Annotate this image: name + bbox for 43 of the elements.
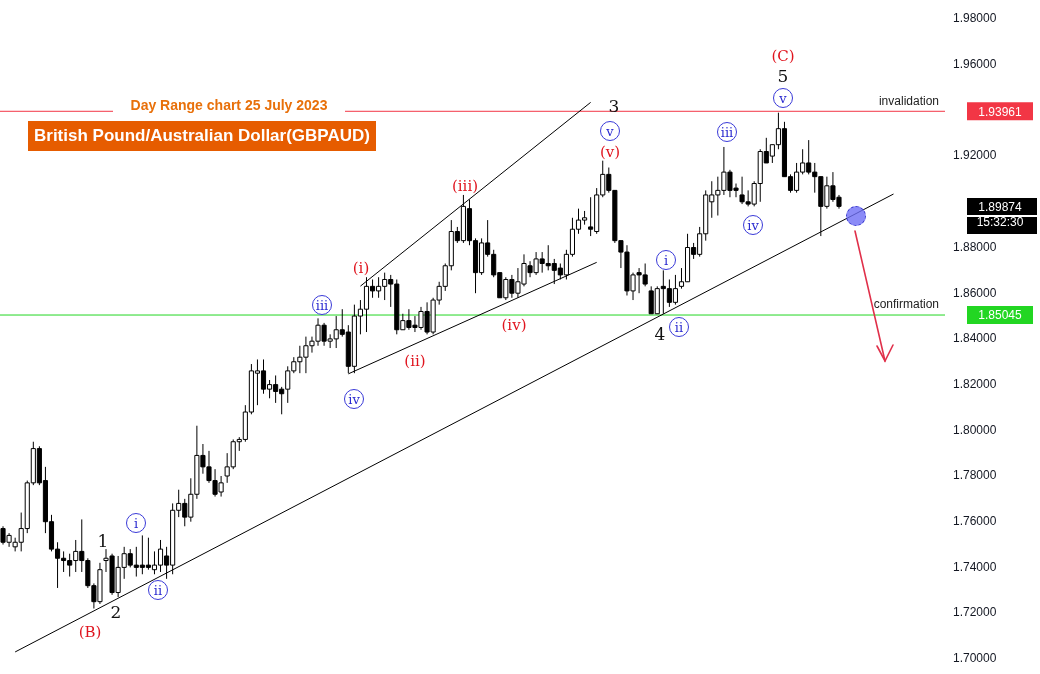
annotation: v: [773, 88, 793, 108]
text: 1.85045: [978, 308, 1023, 323]
annotation: 5: [777, 65, 789, 86]
annotation: 1: [97, 530, 109, 551]
y-tick-label: 1.78000: [953, 468, 997, 483]
ref-line-label: invalidation: [878, 93, 939, 108]
text: 1.93961: [978, 104, 1023, 119]
y-tick-label: 1.98000: [953, 11, 997, 26]
annotation: ii: [148, 580, 168, 600]
annotation: i: [126, 513, 146, 533]
y-tick-label: 1.86000: [953, 285, 997, 300]
annotation: 2: [110, 601, 122, 622]
annotation: iv: [344, 389, 364, 409]
text: Day Range chart 25 July 2023: [113, 97, 345, 113]
annotation: iii: [312, 295, 332, 315]
annotation: v: [600, 121, 620, 141]
annotation: iv: [743, 215, 763, 235]
y-tick-label: 1.76000: [953, 514, 997, 529]
annotation: (C): [771, 46, 795, 65]
annotation: i: [656, 250, 676, 270]
y-tick-label: 1.84000: [953, 331, 997, 346]
y-tick-label: 1.80000: [953, 422, 997, 437]
annotation: (iii): [451, 176, 479, 195]
y-tick-label: 1.96000: [953, 57, 997, 72]
ref-line-label: confirmation: [873, 297, 939, 312]
annotation: (v): [599, 142, 621, 161]
text: British Pound/Australian Dollar(GBPAUD): [28, 121, 376, 151]
annotation: 4: [654, 323, 666, 344]
y-tick-label: 1.74000: [953, 559, 997, 574]
y-tick-label: 1.82000: [953, 376, 997, 391]
annotation: (i): [352, 258, 370, 277]
y-tick-label: 1.72000: [953, 605, 997, 620]
text: 1.89874: [978, 200, 1023, 215]
y-tick-label: 1.92000: [953, 148, 997, 163]
y-tick-label: 1.70000: [953, 651, 997, 666]
annotation: (B): [78, 622, 102, 641]
text: 15:32:30: [976, 215, 1024, 230]
y-tick-label: 1.88000: [953, 239, 997, 254]
annotation: 3: [608, 95, 620, 116]
annotation: iii: [717, 122, 737, 142]
annotation: ii: [669, 317, 689, 337]
annotation: (iv): [501, 315, 527, 334]
annotation: (ii): [404, 351, 426, 370]
